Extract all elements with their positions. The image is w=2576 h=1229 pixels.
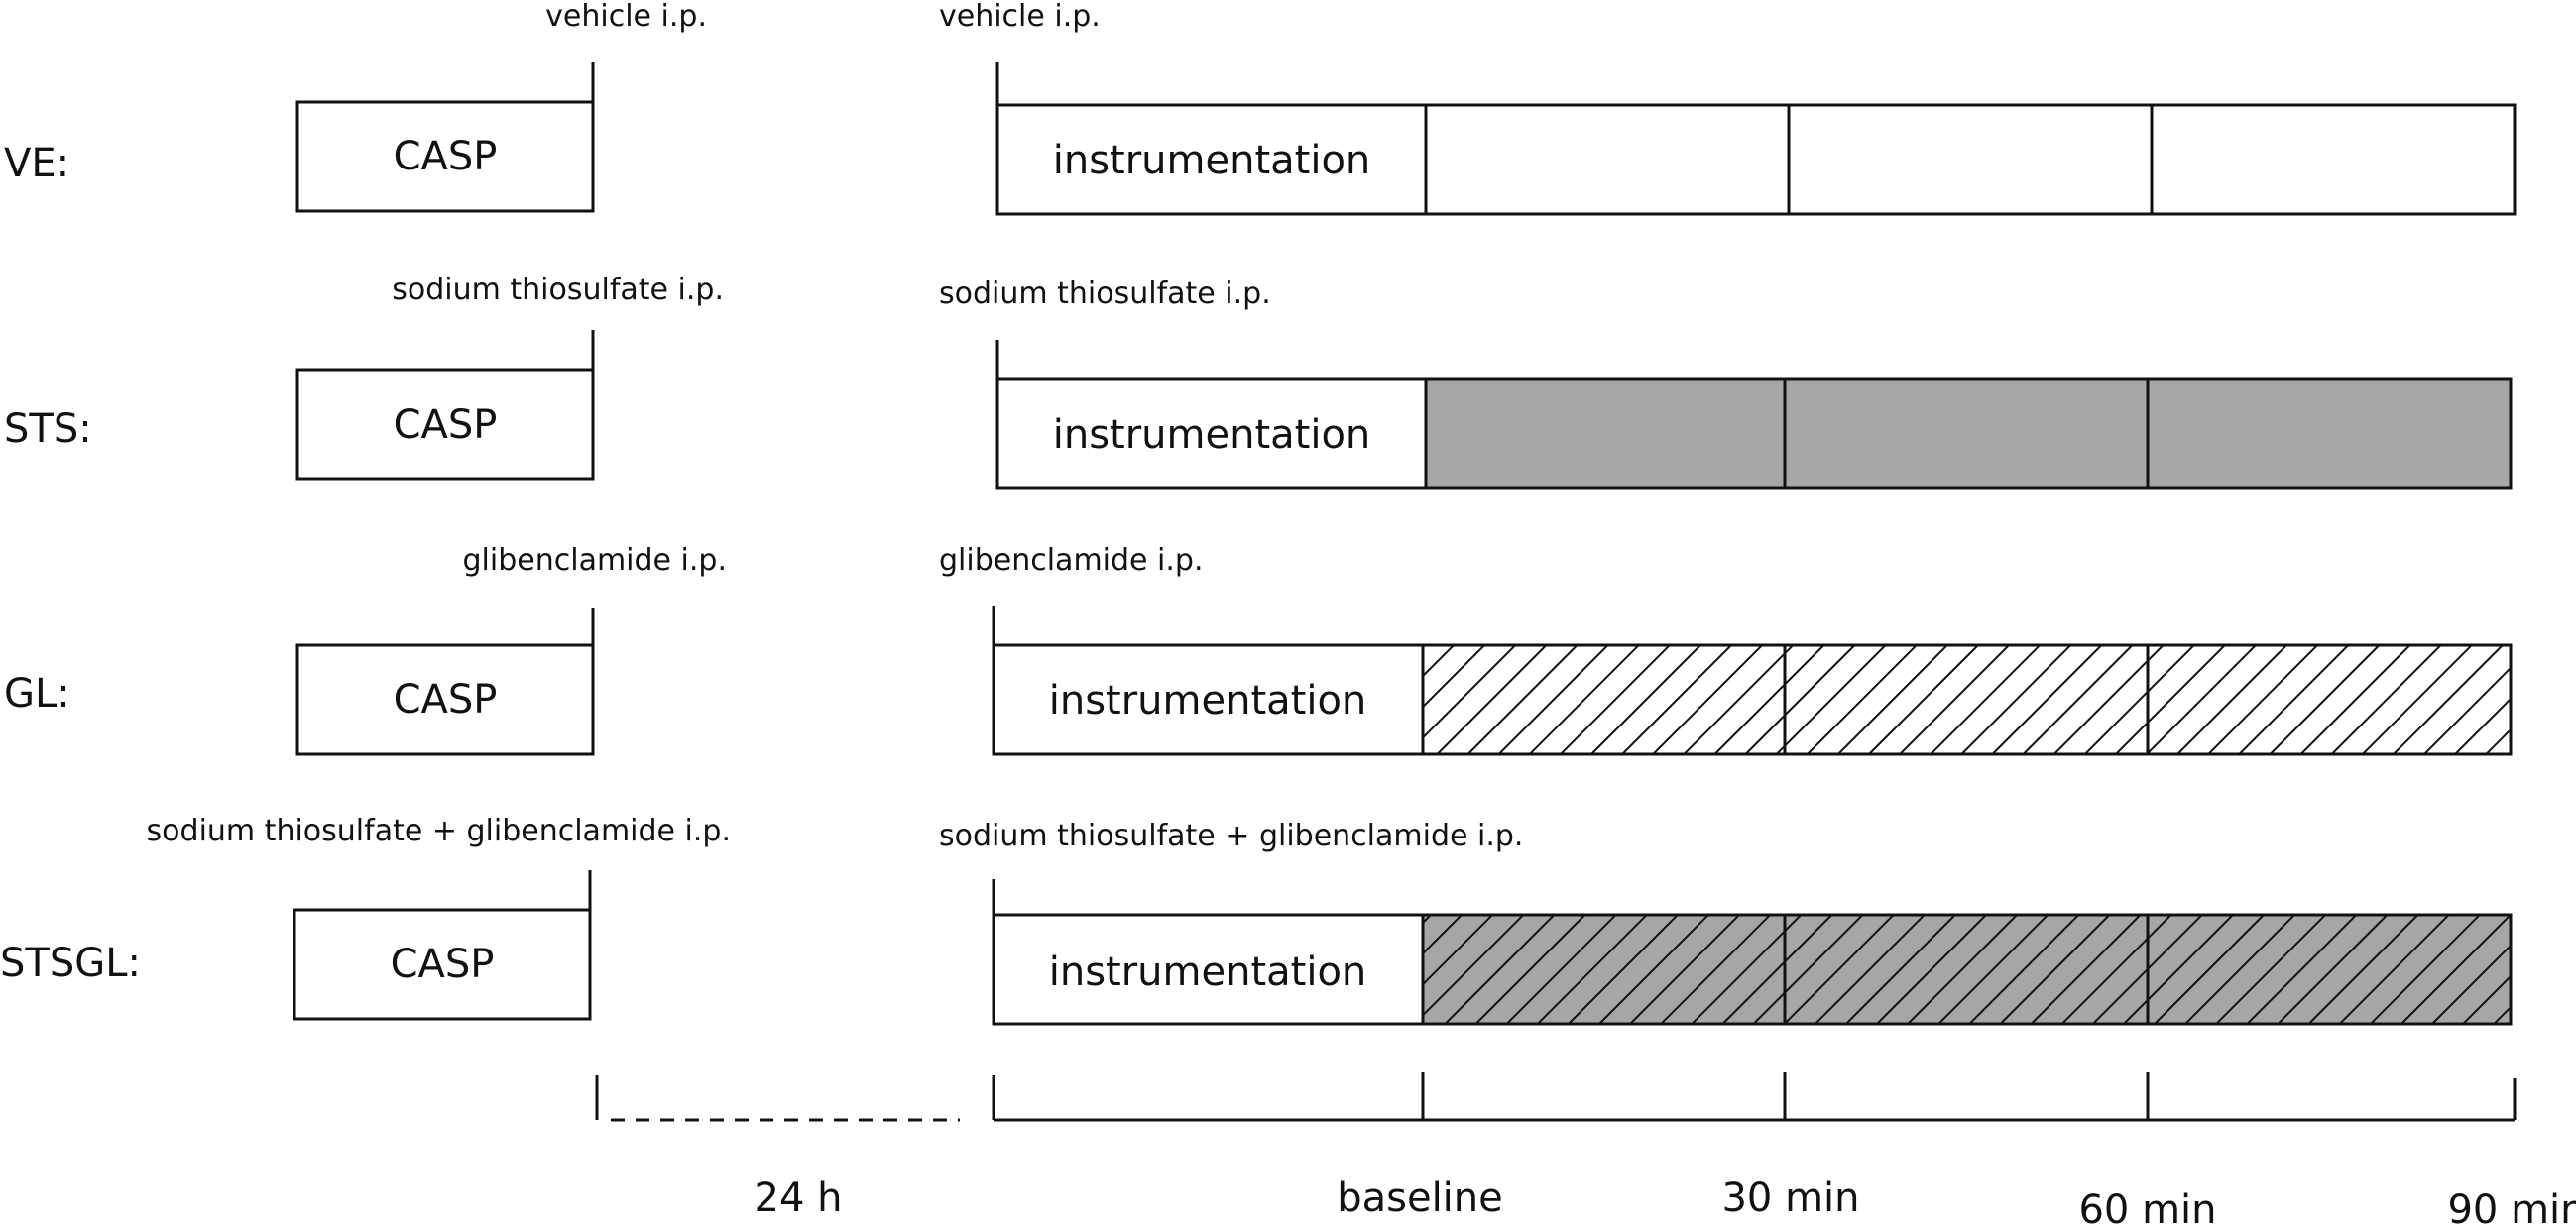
casp-box — [295, 368, 595, 481]
period-30-60 — [1783, 643, 2150, 756]
tick-label-90: 90 min — [2447, 1187, 2576, 1229]
period-baseline-30 — [1421, 913, 1787, 1026]
right-drug-label: vehicle i.p. — [939, 0, 1101, 34]
casp-box — [295, 643, 595, 756]
period-60-90 — [2146, 913, 2513, 1026]
period-60-90 — [2146, 643, 2513, 756]
gap-label: 24 h — [755, 1175, 843, 1221]
period-baseline-30 — [1424, 103, 1791, 216]
left-drug-label: vehicle i.p. — [545, 0, 707, 34]
left-drug-label: sodium thiosulfate i.p. — [392, 273, 724, 307]
period-60-90 — [2146, 377, 2513, 490]
casp-label: CASP — [394, 134, 498, 179]
group-label: GL: — [4, 671, 70, 717]
right-drug-label: glibenclamide i.p. — [939, 543, 1203, 578]
right-drug-label: sodium thiosulfate + glibenclamide i.p. — [939, 819, 1523, 853]
tick-label-60: 60 min — [2078, 1187, 2216, 1229]
group-label: STS: — [4, 406, 92, 452]
tick-label-baseline: baseline — [1337, 1175, 1503, 1221]
instrumentation-label: instrumentation — [1049, 678, 1367, 724]
period-baseline-30 — [1421, 643, 1787, 756]
period-60-90 — [2150, 103, 2517, 216]
casp-label: CASP — [394, 402, 498, 448]
casp-box — [295, 100, 595, 213]
protocol-row-ve: VE: CASP vehicle i.p. vehicle i.p. instr… — [4, 0, 2517, 216]
casp-box — [293, 908, 592, 1021]
period-30-60 — [1783, 913, 2150, 1026]
instrumentation-label: instrumentation — [1049, 950, 1367, 995]
period-30-60 — [1787, 103, 2154, 216]
left-drug-label: glibenclamide i.p. — [463, 543, 727, 578]
timeline-axis: 24 h baseline 30 min 60 min 90 min — [595, 1072, 2576, 1229]
protocol-row-sts: STS: CASP sodium thiosulfate i.p. sodium… — [4, 273, 2513, 490]
instrumentation-label: instrumentation — [1053, 412, 1371, 458]
protocol-row-gl: GL: CASP glibenclamide i.p. glibenclamid… — [4, 543, 2513, 756]
group-label: VE: — [4, 141, 69, 186]
casp-label: CASP — [391, 942, 495, 987]
casp-label: CASP — [394, 677, 498, 723]
tick-label-30: 30 min — [1721, 1175, 1859, 1221]
period-baseline-30 — [1424, 377, 1787, 490]
protocol-row-stsgl: STSGL: CASP sodium thiosulfate + glibenc… — [0, 814, 2513, 1026]
period-30-60 — [1783, 377, 2150, 490]
left-drug-label: sodium thiosulfate + glibenclamide i.p. — [147, 814, 731, 848]
instrumentation-label: instrumentation — [1053, 138, 1371, 183]
group-label: STSGL: — [0, 941, 141, 986]
right-drug-label: sodium thiosulfate i.p. — [939, 277, 1271, 311]
